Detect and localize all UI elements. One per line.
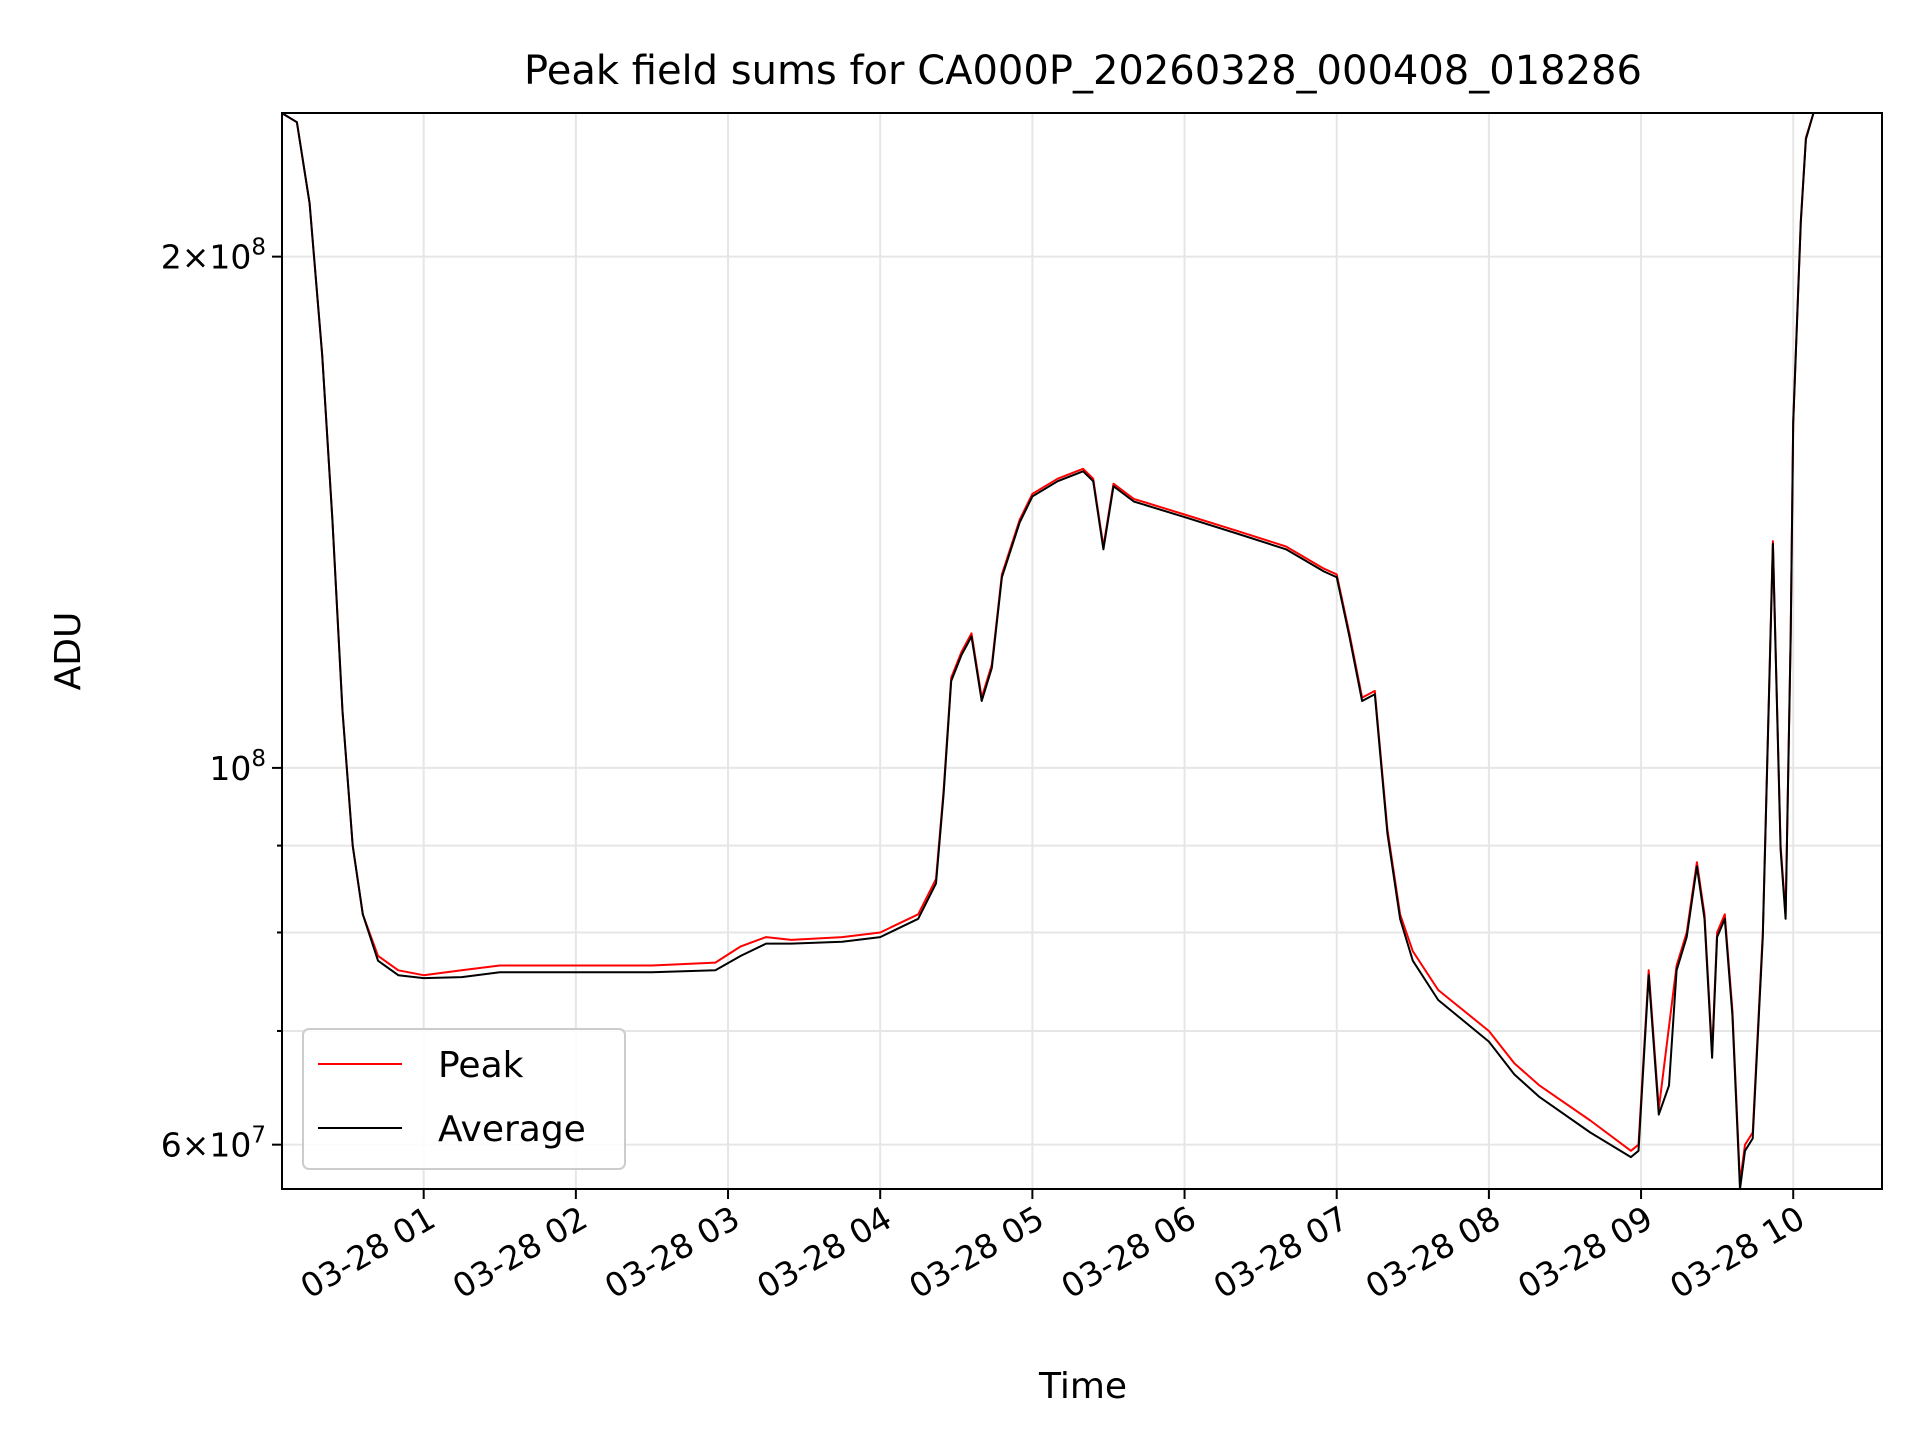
y-tick-label: 2×108 — [161, 235, 266, 277]
axes-frame — [281, 112, 1883, 1190]
plot-area — [282, 113, 1852, 1189]
y-axis-ticks: 6×107 108 2×108 — [161, 235, 282, 1165]
grid — [282, 113, 1882, 1189]
legend-average-label: Average — [438, 1109, 586, 1150]
series-line-average — [282, 113, 1852, 1189]
y-axis-label: ADU — [48, 612, 89, 691]
y-tick-label: 108 — [209, 746, 266, 788]
chart-title: Peak field sums for CA000P_20260328_0004… — [524, 48, 1642, 94]
y-tick-label: 6×107 — [161, 1123, 266, 1165]
legend: Peak Average — [302, 1028, 626, 1170]
x-axis-label: Time — [1038, 1366, 1127, 1407]
legend-peak-label: Peak — [438, 1045, 524, 1086]
